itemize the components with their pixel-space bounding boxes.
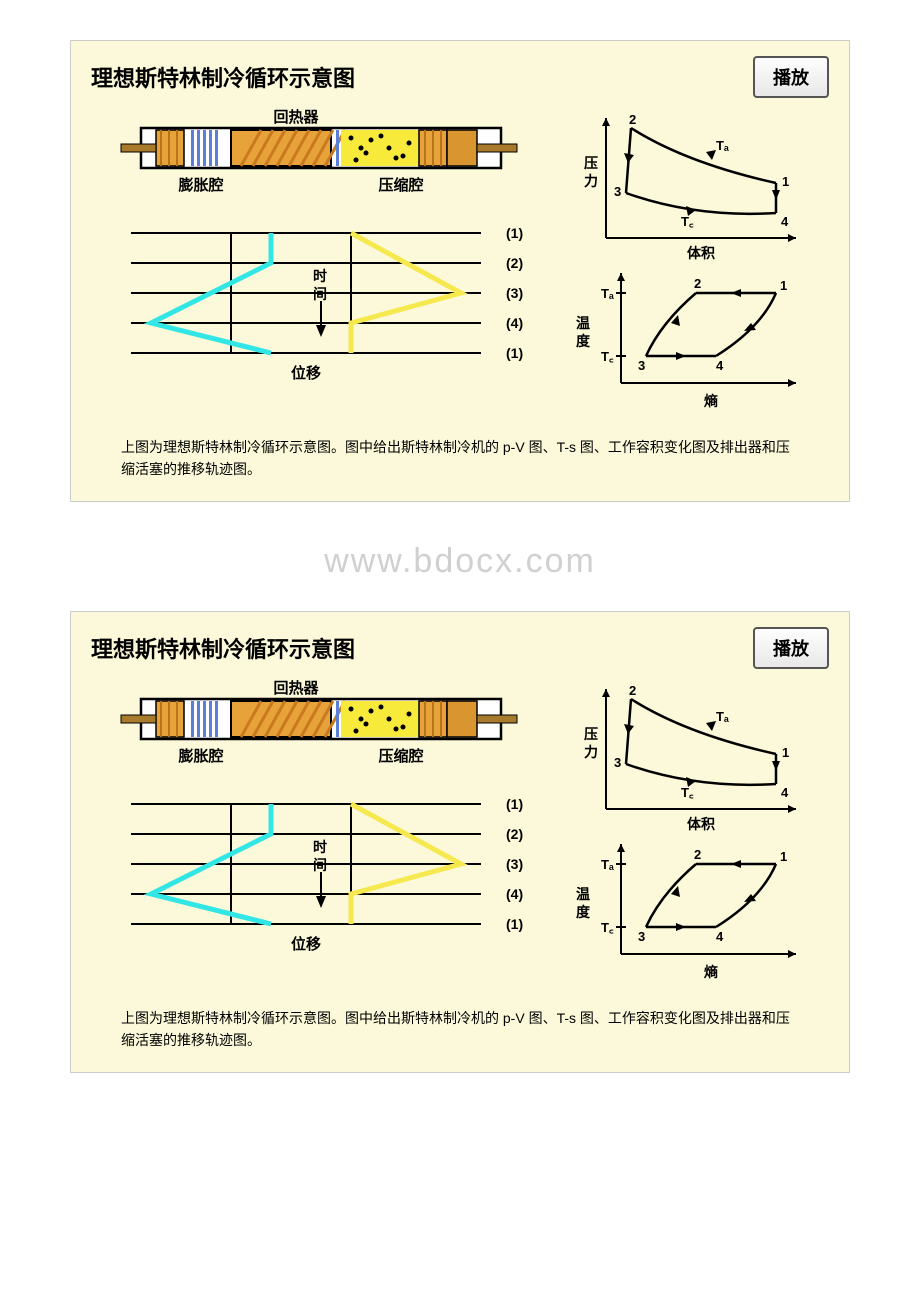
svg-text:4: 4: [716, 929, 724, 944]
svg-text:力: 力: [584, 173, 598, 189]
svg-text:膨胀腔: 膨胀腔: [178, 747, 223, 765]
svg-text:压: 压: [584, 726, 598, 742]
svg-text:位移: 位移: [291, 935, 321, 953]
svg-text:4: 4: [781, 214, 789, 229]
svg-text:3: 3: [614, 755, 621, 770]
svg-text:2: 2: [629, 112, 636, 127]
panel-title: 理想斯特林制冷循环示意图: [91, 61, 355, 93]
displacement-diagram: (1) (2) (3) (4) (1) 时 间 位移: [91, 223, 551, 413]
svg-text:2: 2: [694, 847, 701, 862]
svg-text:回热器: 回热器: [273, 108, 319, 126]
svg-text:熵: 熵: [703, 964, 718, 980]
svg-text:(3): (3): [506, 285, 523, 301]
svg-text:(1): (1): [506, 345, 523, 361]
diagram-panel: 理想斯特林制冷循环示意图 播放 回热器 膨胀腔 压缩腔: [70, 40, 850, 502]
svg-text:时: 时: [313, 839, 327, 855]
svg-text:(1): (1): [506, 916, 523, 932]
svg-text:T꜀: T꜀: [681, 785, 694, 800]
svg-text:体积: 体积: [687, 816, 715, 832]
device-diagram: 回热器 膨胀腔 压缩腔: [91, 108, 551, 223]
pv-chart: 压 力 体积 2 1 3 4 Tₐ T꜀: [566, 108, 816, 268]
panel-title: 理想斯特林制冷循环示意图: [91, 632, 355, 664]
svg-text:(4): (4): [506, 886, 523, 902]
svg-text:3: 3: [614, 184, 621, 199]
svg-text:压缩腔: 压缩腔: [378, 176, 423, 194]
svg-text:T꜀: T꜀: [681, 214, 694, 229]
svg-text:间: 间: [313, 857, 327, 873]
svg-text:温: 温: [576, 315, 590, 331]
svg-text:时: 时: [313, 268, 327, 284]
svg-text:Tₐ: Tₐ: [716, 709, 729, 724]
svg-text:T꜀: T꜀: [601, 349, 614, 364]
panel-caption: 上图为理想斯特林制冷循环示意图。图中给出斯特林制冷机的 p-V 图、T-s 图、…: [91, 1007, 829, 1052]
displacement-diagram: (1) (2) (3) (4) (1) 时 间 位移: [91, 794, 551, 984]
svg-text:位移: 位移: [291, 364, 321, 382]
svg-text:4: 4: [781, 785, 789, 800]
svg-text:2: 2: [694, 276, 701, 291]
watermark-text: www.bdocx.com: [20, 542, 900, 581]
svg-text:(1): (1): [506, 796, 523, 812]
svg-text:(1): (1): [506, 225, 523, 241]
svg-text:3: 3: [638, 929, 645, 944]
ts-chart: 温 度 熵 Tₐ T꜀ 2 1 3 4: [566, 268, 816, 418]
svg-text:膨胀腔: 膨胀腔: [178, 176, 223, 194]
device-diagram: 回热器 膨胀腔 压缩腔: [91, 679, 551, 794]
ts-chart: 温 度 熵 Tₐ T꜀ 2 1 3 4: [566, 839, 816, 989]
svg-text:度: 度: [576, 333, 591, 349]
svg-text:熵: 熵: [703, 393, 718, 409]
svg-text:力: 力: [584, 744, 598, 760]
svg-text:度: 度: [576, 904, 591, 920]
svg-text:压: 压: [584, 155, 598, 171]
svg-text:3: 3: [638, 358, 645, 373]
svg-text:Tₐ: Tₐ: [601, 286, 614, 301]
svg-text:1: 1: [780, 278, 787, 293]
svg-text:压缩腔: 压缩腔: [378, 747, 423, 765]
svg-text:温: 温: [576, 886, 590, 902]
svg-text:4: 4: [716, 358, 724, 373]
play-button[interactable]: 播放: [753, 56, 829, 98]
svg-text:(4): (4): [506, 315, 523, 331]
svg-text:Tₐ: Tₐ: [716, 138, 729, 153]
panel-caption: 上图为理想斯特林制冷循环示意图。图中给出斯特林制冷机的 p-V 图、T-s 图、…: [91, 436, 829, 481]
play-button[interactable]: 播放: [753, 627, 829, 669]
svg-text:(2): (2): [506, 826, 523, 842]
svg-text:T꜀: T꜀: [601, 920, 614, 935]
svg-text:体积: 体积: [687, 245, 715, 261]
svg-text:1: 1: [782, 174, 789, 189]
svg-text:2: 2: [629, 683, 636, 698]
svg-text:(2): (2): [506, 255, 523, 271]
svg-text:间: 间: [313, 286, 327, 302]
diagram-panel: 理想斯特林制冷循环示意图 播放 回热器 膨胀腔 压缩腔: [70, 611, 850, 1073]
pv-chart: 压 力 体积 2 1 3 4 Tₐ T꜀: [566, 679, 816, 839]
svg-text:1: 1: [780, 849, 787, 864]
svg-text:Tₐ: Tₐ: [601, 857, 614, 872]
svg-text:1: 1: [782, 745, 789, 760]
svg-text:回热器: 回热器: [273, 679, 319, 697]
svg-text:(3): (3): [506, 856, 523, 872]
